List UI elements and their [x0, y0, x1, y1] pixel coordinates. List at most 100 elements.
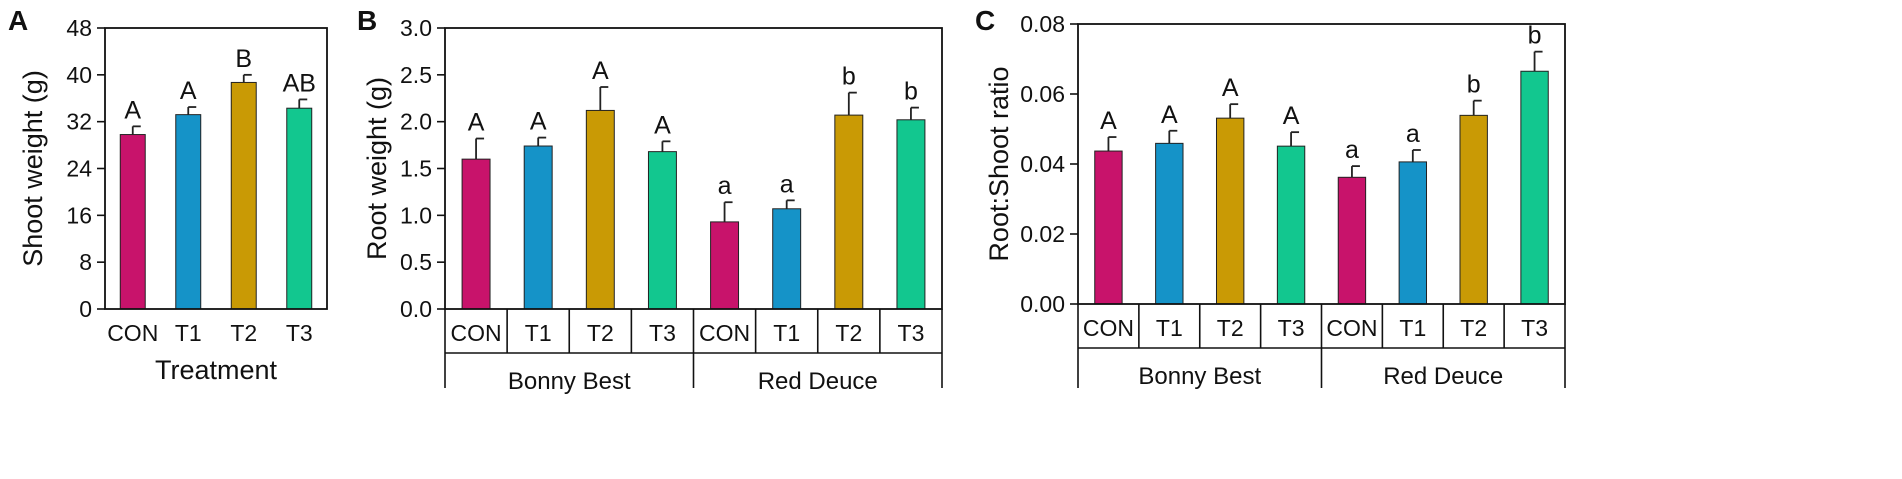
- bar-group: A: [523, 108, 553, 310]
- plot-frame: [1077, 23, 1566, 305]
- y-tick-label: 0.00: [1020, 291, 1065, 317]
- y-tick-label: 0.02: [1020, 221, 1065, 247]
- bar-group: b: [896, 78, 926, 310]
- bar: [1276, 145, 1306, 305]
- bar: [1459, 114, 1488, 305]
- bar-group: B: [230, 45, 257, 310]
- x-tick-label: T1: [1156, 315, 1183, 341]
- bar: [896, 119, 926, 310]
- significance-letter: A: [124, 96, 141, 124]
- significance-letter: b: [1467, 71, 1481, 99]
- bar-group: a: [772, 170, 802, 310]
- x-tick-label: CON: [1326, 315, 1377, 341]
- x-tick-label: CON: [1083, 315, 1134, 341]
- x-tick-label: T1: [525, 320, 552, 346]
- y-tick-label: 8: [79, 249, 92, 275]
- significance-letter: a: [718, 172, 732, 200]
- bar-group: A: [1094, 107, 1123, 305]
- x-tick-label: T2: [230, 320, 257, 346]
- bar: [1215, 117, 1245, 305]
- bar-group: A: [461, 109, 491, 310]
- bar-group: A: [1155, 101, 1184, 305]
- significance-letter: A: [592, 57, 609, 85]
- y-axis-label: Root weight (g): [362, 77, 392, 260]
- bar: [461, 158, 491, 310]
- bar-group: A: [585, 57, 615, 310]
- y-tick-label: 0.5: [400, 249, 432, 275]
- bar: [647, 151, 677, 310]
- panel-letter: B: [357, 5, 377, 36]
- y-tick-label: 3.0: [400, 15, 432, 41]
- bar: [1155, 142, 1184, 305]
- bar: [523, 145, 553, 310]
- y-tick-label: 2.0: [400, 109, 432, 135]
- y-tick-label: 2.5: [400, 62, 432, 88]
- significance-letter: A: [530, 108, 547, 136]
- bar: [710, 221, 740, 310]
- y-tick-label: 0.04: [1020, 151, 1065, 177]
- significance-letter: b: [1528, 22, 1542, 50]
- y-axis-label: Root:Shoot ratio: [984, 66, 1014, 261]
- significance-letter: A: [1161, 101, 1178, 129]
- group-label: Bonny Best: [508, 368, 631, 395]
- bar: [175, 114, 202, 310]
- x-tick-label: T2: [1217, 315, 1244, 341]
- significance-letter: a: [780, 170, 794, 198]
- bar: [1094, 150, 1123, 305]
- x-tick-label: T2: [587, 320, 614, 346]
- x-tick-label: T3: [649, 320, 676, 346]
- bar: [772, 208, 802, 310]
- significance-letter: A: [1222, 74, 1239, 102]
- panel-letter: A: [8, 5, 28, 36]
- significance-letter: a: [1406, 120, 1420, 148]
- bar: [286, 107, 313, 310]
- y-tick-label: 48: [66, 15, 92, 41]
- x-tick-label: T1: [773, 320, 800, 346]
- y-tick-label: 32: [66, 109, 92, 135]
- bar-group: b: [834, 63, 864, 310]
- bar: [1398, 161, 1428, 305]
- x-tick-label: CON: [107, 320, 158, 346]
- x-axis-label: Treatment: [155, 355, 278, 385]
- group-label: Bonny Best: [1138, 363, 1261, 390]
- x-tick-label: T1: [1399, 315, 1426, 341]
- bar-group: A: [119, 96, 146, 310]
- bar-group: A: [1276, 102, 1306, 305]
- bar: [230, 81, 257, 310]
- plot-frame: [444, 27, 943, 310]
- x-tick-label: CON: [451, 320, 502, 346]
- significance-letter: AB: [283, 69, 316, 97]
- y-tick-label: 0: [79, 296, 92, 322]
- bar-group: b: [1520, 22, 1549, 305]
- significance-letter: a: [1345, 136, 1359, 164]
- y-tick-label: 16: [66, 202, 92, 228]
- y-tick-label: 1.5: [400, 156, 432, 182]
- x-tick-label: T3: [1278, 315, 1305, 341]
- x-tick-label: T3: [286, 320, 313, 346]
- significance-letter: A: [654, 111, 671, 139]
- bar: [585, 109, 615, 310]
- panel-c: C Root:Shoot ratio 0.00 0.02 0.04 0.06 0.08 A A A…: [975, 5, 1566, 390]
- y-axis-label: Shoot weight (g): [18, 70, 48, 267]
- y-tick-label: 1.0: [400, 202, 432, 228]
- x-tick-label: T1: [175, 320, 202, 346]
- x-tick-label: T2: [1460, 315, 1487, 341]
- bar-group: b: [1459, 71, 1488, 305]
- y-tick-label: 0.08: [1020, 11, 1065, 37]
- significance-letter: A: [468, 109, 485, 137]
- x-tick-label: T2: [835, 320, 862, 346]
- y-tick-label: 0.06: [1020, 81, 1065, 107]
- bar: [1520, 70, 1549, 305]
- significance-letter: A: [1100, 107, 1117, 135]
- x-tick-label: T3: [898, 320, 925, 346]
- significance-letter: A: [180, 77, 197, 105]
- bar: [834, 114, 864, 310]
- bar-group: a: [1337, 136, 1367, 305]
- group-label: Red Deuce: [758, 368, 878, 395]
- bar-group: A: [175, 77, 202, 310]
- bar-group: A: [647, 111, 677, 310]
- y-tick-label: 24: [66, 156, 92, 182]
- significance-letter: b: [842, 63, 856, 91]
